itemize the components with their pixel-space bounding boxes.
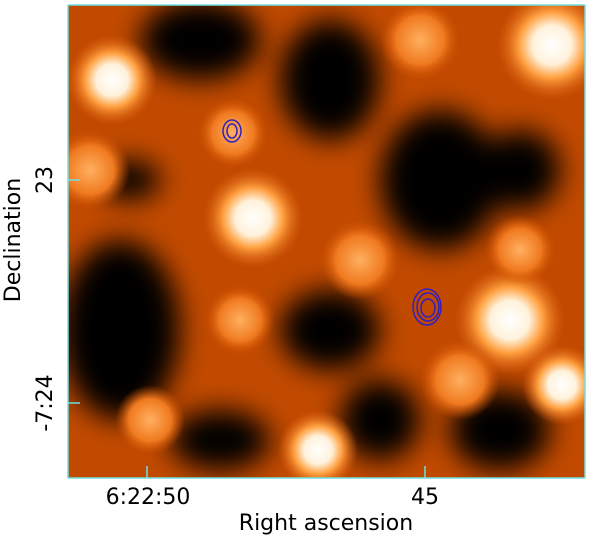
- contours: [222, 119, 442, 326]
- x-tick-label: 6:22:50: [106, 485, 191, 510]
- y-axis-label: Declination: [1, 178, 26, 302]
- x-axis-label: Right ascension: [239, 511, 413, 536]
- y-tick-label: -7:24: [33, 374, 58, 431]
- y-tick-label: 23: [33, 166, 58, 194]
- axis-frame: [67, 4, 586, 479]
- x-tick-label: 45: [411, 485, 439, 510]
- image: [68, 5, 585, 478]
